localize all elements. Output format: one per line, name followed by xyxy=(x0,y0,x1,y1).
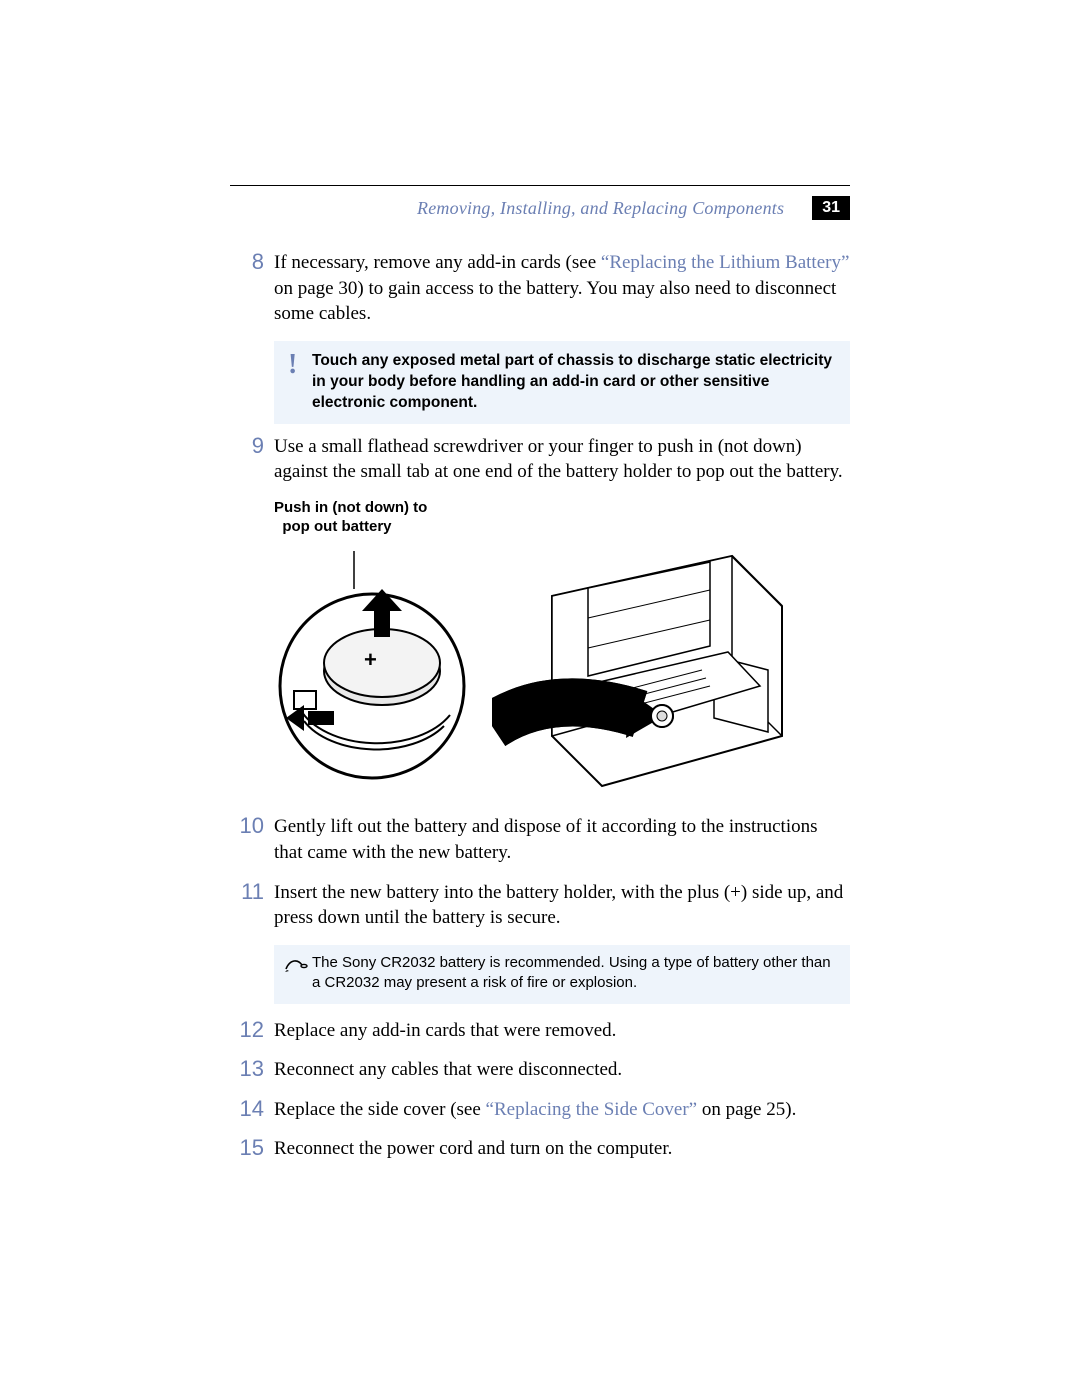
step-number: 14 xyxy=(230,1097,274,1121)
figure-illustrations: + xyxy=(274,536,850,796)
step-13: 13 Reconnect any cables that were discon… xyxy=(230,1057,850,1083)
figure: Push in (not down) to pop out battery + xyxy=(274,499,850,797)
page-content: 8 If necessary, remove any add-in cards … xyxy=(230,250,850,1162)
step-text: Gently lift out the battery and dispose … xyxy=(274,814,850,865)
caution-icon: ! xyxy=(288,351,312,379)
step-number: 8 xyxy=(230,250,274,274)
figure-caption: Push in (not down) to pop out battery xyxy=(274,499,850,537)
note-callout: The Sony CR2032 battery is recommended. … xyxy=(274,945,850,1004)
chassis-illustration xyxy=(492,536,792,796)
step-number: 12 xyxy=(230,1018,274,1042)
step-10: 10 Gently lift out the battery and dispo… xyxy=(230,814,850,865)
step-number: 15 xyxy=(230,1136,274,1160)
note-icon xyxy=(284,953,312,978)
step-text: Insert the new battery into the battery … xyxy=(274,880,850,931)
caution-text: Touch any exposed metal part of chassis … xyxy=(312,351,836,414)
step-text: Replace the side cover (see “Replacing t… xyxy=(274,1097,850,1123)
note-text: The Sony CR2032 battery is recommended. … xyxy=(312,953,836,994)
step-text: Replace any add-in cards that were remov… xyxy=(274,1018,850,1044)
step-number: 11 xyxy=(230,880,274,904)
step-number: 10 xyxy=(230,814,274,838)
step-8: 8 If necessary, remove any add-in cards … xyxy=(230,250,850,327)
step-number: 13 xyxy=(230,1057,274,1081)
section-title: Removing, Installing, and Replacing Comp… xyxy=(417,198,784,219)
step-list-cont2: 10 Gently lift out the battery and dispo… xyxy=(230,814,850,931)
step-11: 11 Insert the new battery into the batte… xyxy=(230,880,850,931)
page-number-badge: 31 xyxy=(812,196,850,220)
xref-link[interactable]: “Replacing the Side Cover” xyxy=(486,1099,698,1120)
step-text: Use a small flathead screwdriver or your… xyxy=(274,434,850,485)
step-list: 8 If necessary, remove any add-in cards … xyxy=(230,250,850,327)
caution-callout: ! Touch any exposed metal part of chassi… xyxy=(274,341,850,424)
running-header: Removing, Installing, and Replacing Comp… xyxy=(230,196,850,220)
step-14: 14 Replace the side cover (see “Replacin… xyxy=(230,1097,850,1123)
step-text: If necessary, remove any add-in cards (s… xyxy=(274,250,850,327)
svg-text:+: + xyxy=(364,647,377,672)
step-12: 12 Replace any add-in cards that were re… xyxy=(230,1018,850,1044)
step-text: Reconnect any cables that were disconnec… xyxy=(274,1057,850,1083)
step-list-cont3: 12 Replace any add-in cards that were re… xyxy=(230,1018,850,1163)
battery-detail-illustration: + xyxy=(274,551,474,781)
document-page: Removing, Installing, and Replacing Comp… xyxy=(0,0,1080,1397)
step-9: 9 Use a small flathead screwdriver or yo… xyxy=(230,434,850,485)
step-15: 15 Reconnect the power cord and turn on … xyxy=(230,1136,850,1162)
step-text: Reconnect the power cord and turn on the… xyxy=(274,1136,850,1162)
step-number: 9 xyxy=(230,434,274,458)
step-list-cont1: 9 Use a small flathead screwdriver or yo… xyxy=(230,434,850,485)
xref-link[interactable]: “Replacing the Lithium Battery” xyxy=(601,252,850,273)
header-rule xyxy=(230,185,850,186)
